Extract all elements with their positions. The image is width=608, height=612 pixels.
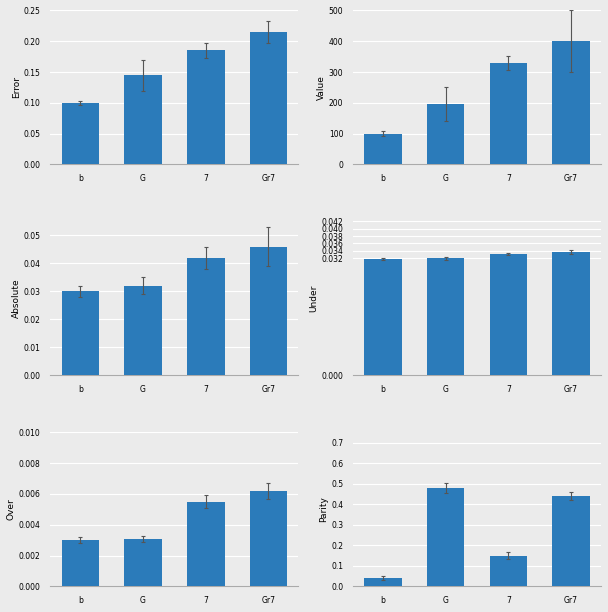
- Bar: [124, 75, 162, 165]
- Bar: [61, 540, 99, 586]
- Bar: [427, 105, 465, 165]
- Y-axis label: Absolute: Absolute: [12, 278, 21, 318]
- Bar: [187, 50, 224, 165]
- Bar: [249, 247, 287, 375]
- Bar: [552, 252, 590, 375]
- Bar: [364, 259, 402, 375]
- Bar: [427, 488, 465, 586]
- Bar: [489, 556, 527, 586]
- Bar: [489, 254, 527, 375]
- Bar: [187, 258, 224, 375]
- Bar: [552, 496, 590, 586]
- Y-axis label: Value: Value: [317, 75, 326, 100]
- Bar: [249, 32, 287, 165]
- Y-axis label: Under: Under: [309, 285, 319, 312]
- Bar: [489, 63, 527, 165]
- Bar: [61, 103, 99, 165]
- Y-axis label: Over: Over: [7, 498, 16, 520]
- Y-axis label: Parity: Parity: [319, 496, 328, 522]
- Bar: [61, 291, 99, 375]
- Bar: [552, 41, 590, 165]
- Bar: [364, 578, 402, 586]
- Bar: [427, 258, 465, 375]
- Bar: [249, 491, 287, 586]
- Bar: [187, 502, 224, 586]
- Bar: [124, 539, 162, 586]
- Bar: [364, 133, 402, 165]
- Y-axis label: Error: Error: [12, 76, 21, 99]
- Bar: [124, 286, 162, 375]
